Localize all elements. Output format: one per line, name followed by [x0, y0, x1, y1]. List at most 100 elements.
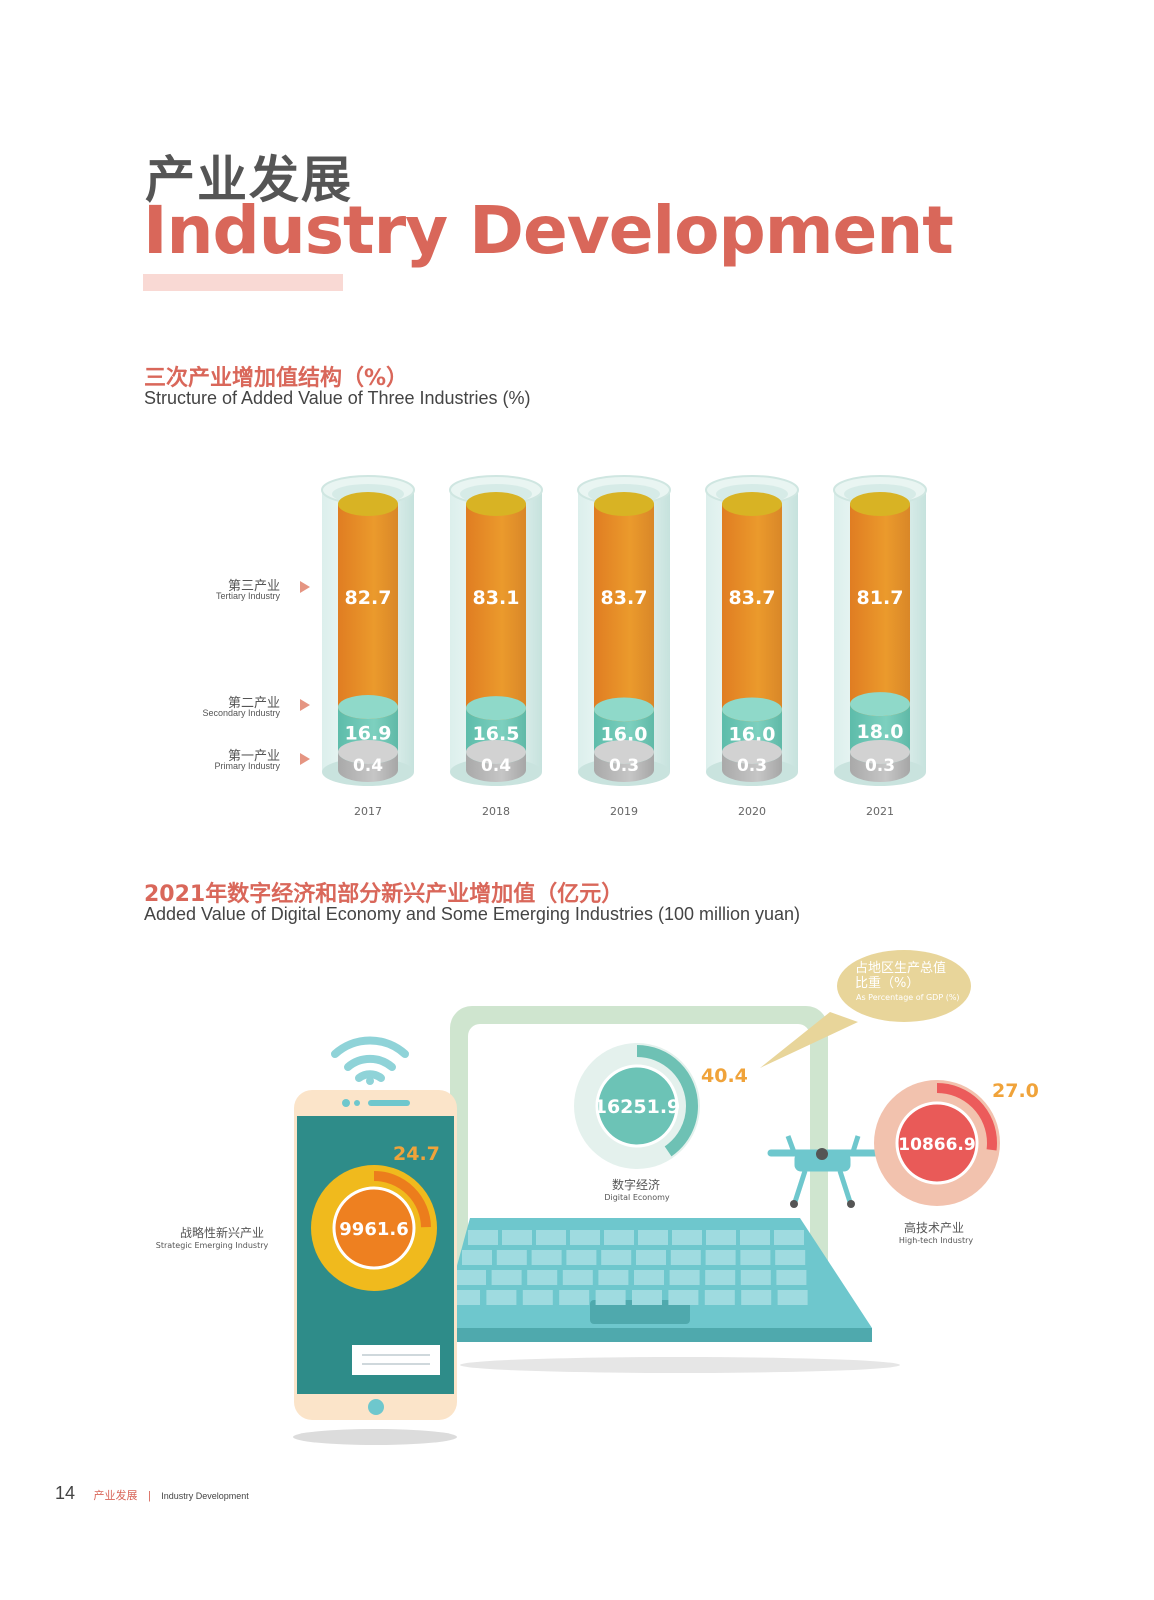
- bar-tertiary-cap-2019: [594, 492, 654, 516]
- section1-title-cn: 三次产业增加值结构（%）: [144, 366, 409, 391]
- legend-tertiary-en: Tertiary Industry: [215, 591, 280, 601]
- digital-economy-value: 16251.9: [594, 1096, 681, 1118]
- keyboard-key: [491, 1270, 522, 1285]
- legend-tertiary-arrow-icon: [300, 581, 310, 593]
- keyboard-key: [669, 1270, 700, 1285]
- value-label-tertiary-2019: 83.7: [601, 587, 648, 609]
- bar-primary-bottom-2017: [338, 758, 398, 782]
- phone-shadow: [293, 1429, 457, 1445]
- bar-secondary-cap-2018: [466, 696, 526, 721]
- bar-primary-bottom-2020: [722, 758, 782, 782]
- keyboard-key: [776, 1270, 807, 1285]
- keyboard-key: [741, 1290, 772, 1305]
- laptop-shadow: [460, 1357, 900, 1373]
- bar-secondary-cap-2020: [722, 697, 782, 722]
- gdp-share-bubble: 占地区生产总值 比重（%） As Percentage of GDP (%): [760, 950, 971, 1068]
- keyboard-key: [705, 1270, 736, 1285]
- legend-primary-cn: 第一产业: [227, 749, 280, 764]
- value-label-secondary-2017: 16.9: [345, 723, 392, 745]
- keyboard-key: [705, 1250, 736, 1265]
- digital-economy-donut: 16251.9 40.4 数字经济 Digital Economy: [574, 1043, 748, 1202]
- bar-secondary-cap-2017: [338, 695, 398, 720]
- digital-economy-label-en: Digital Economy: [604, 1193, 670, 1202]
- bar-group-2018: 0.4 16.5 83.1 2018: [449, 475, 543, 818]
- page-footer: 14 产业发展 | Industry Development: [55, 1483, 249, 1504]
- footer-section-en: Industry Development: [161, 1491, 249, 1501]
- keyboard-key: [706, 1230, 736, 1245]
- bar-group-2019: 0.3 16.0 83.7 2019: [577, 475, 671, 818]
- keyboard-key: [672, 1230, 702, 1245]
- x-tick-label-2020: 2020: [738, 805, 766, 818]
- keyboard-key: [636, 1250, 666, 1265]
- legend-secondary-arrow-icon: [300, 699, 310, 711]
- bar-tertiary-2020: [722, 504, 782, 710]
- legend-primary-arrow-icon: [300, 753, 310, 765]
- bar-tertiary-cap-2017: [338, 492, 398, 516]
- keyboard-key: [468, 1230, 498, 1245]
- keyboard-key: [598, 1270, 629, 1285]
- emerging-industries-infographic: 占地区生产总值 比重（%） As Percentage of GDP (%) 1…: [156, 950, 1039, 1445]
- page-title-cn: 产业发展: [145, 151, 353, 209]
- keyboard-key: [634, 1270, 664, 1285]
- keyboard-key: [740, 1250, 771, 1265]
- strategic-emerging-label-en: Strategic Emerging Industry: [156, 1241, 269, 1250]
- keyboard-key: [604, 1230, 634, 1245]
- keyboard-key: [462, 1250, 492, 1265]
- value-label-secondary-2019: 16.0: [601, 724, 648, 746]
- high-tech-label-cn: 高技术产业: [904, 1220, 964, 1235]
- keyboard-key: [704, 1290, 735, 1305]
- strategic-emerging-label-cn: 战略性新兴产业: [180, 1225, 264, 1240]
- bar-primary-bottom-2021: [850, 758, 910, 782]
- keyboard-key: [632, 1290, 662, 1305]
- value-label-primary-2021: 0.3: [865, 756, 895, 776]
- page-title-en: Industry Development: [143, 192, 954, 269]
- section2-title-cn: 2021年数字经济和部分新兴产业增加值（亿元）: [144, 882, 624, 907]
- keyboard-key: [638, 1230, 668, 1245]
- keyboard-key: [774, 1230, 804, 1245]
- keyboard-key: [562, 1270, 593, 1285]
- keyboard-key: [740, 1230, 770, 1245]
- x-tick-label-2021: 2021: [866, 805, 894, 818]
- value-label-secondary-2021: 18.0: [857, 721, 904, 743]
- footer-section-cn: 产业发展: [93, 1489, 138, 1502]
- bar-tertiary-2018: [466, 504, 526, 709]
- keyboard-key: [456, 1270, 486, 1285]
- bar-primary-cap-2017: [338, 740, 398, 764]
- value-label-secondary-2018: 16.5: [473, 723, 520, 745]
- bar-tertiary-2019: [594, 504, 654, 710]
- bar-tertiary-2017: [338, 504, 398, 708]
- value-label-primary-2019: 0.3: [609, 756, 639, 776]
- bar-tertiary-cap-2018: [466, 492, 526, 516]
- keyboard-key: [536, 1230, 566, 1245]
- value-label-primary-2020: 0.3: [737, 756, 767, 776]
- keyboard-key: [601, 1250, 632, 1265]
- legend-tertiary-cn: 第三产业: [227, 579, 280, 594]
- bar-group-2021: 0.3 18.0 81.7 2021: [833, 475, 927, 818]
- bar-primary-bottom-2018: [466, 758, 526, 782]
- keyboard-key: [496, 1250, 527, 1265]
- high-tech-pct: 27.0: [992, 1080, 1039, 1102]
- bar-group-2017: 0.4 16.9 82.7 2017: [321, 475, 415, 818]
- value-label-tertiary-2020: 83.7: [729, 587, 776, 609]
- keyboard-key: [566, 1250, 597, 1265]
- bar-primary-cap-2019: [594, 740, 654, 764]
- bar-primary-cap-2020: [722, 740, 782, 764]
- laptop-icon: [440, 1006, 872, 1342]
- bar-group-2020: 0.3 16.0 83.7 2020: [705, 475, 799, 818]
- bar-primary-bottom-2019: [594, 758, 654, 782]
- strategic-emerging-value: 9961.6: [339, 1219, 408, 1240]
- bar-tertiary-cap-2020: [722, 492, 782, 516]
- keyboard-key: [595, 1290, 626, 1305]
- bar-secondary-cap-2021: [850, 692, 910, 717]
- legend-primary-en: Primary Industry: [214, 761, 280, 771]
- section2-title-en: Added Value of Digital Economy and Some …: [144, 904, 801, 924]
- legend-secondary-en: Secondary Industry: [202, 708, 280, 718]
- stacked-bar-chart: 0.4 16.9 82.7 2017 0.4 16.5 83.1 2018 0.3 16.0 83.…: [321, 475, 927, 818]
- bar-tertiary-2021: [850, 504, 910, 705]
- keyboard-key: [670, 1250, 701, 1265]
- drone-icon: [767, 1135, 879, 1208]
- keyboard-key: [668, 1290, 699, 1305]
- page-number: 14: [55, 1483, 76, 1503]
- digital-economy-pct: 40.4: [701, 1065, 748, 1087]
- bubble-line1: 占地区生产总值: [855, 960, 946, 976]
